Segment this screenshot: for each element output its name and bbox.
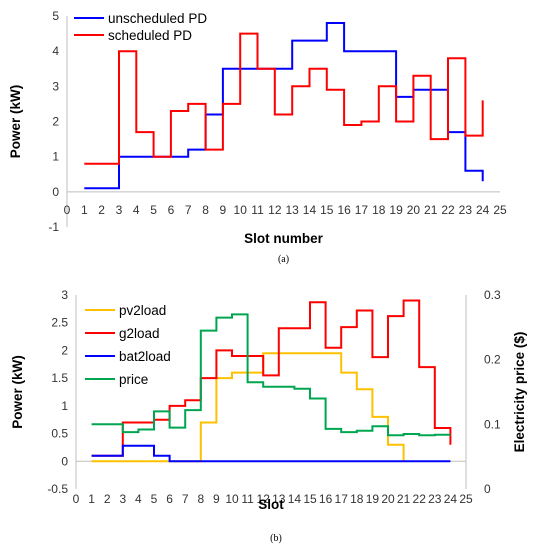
y-tick-label: 2 bbox=[61, 343, 68, 357]
series-line-unscheduled-PD bbox=[84, 22, 484, 190]
x-tick-label: 5 bbox=[151, 492, 158, 506]
x-tick-label: 15 bbox=[320, 203, 334, 217]
x-tick-label: 9 bbox=[213, 492, 220, 506]
x-tick-label: 19 bbox=[389, 203, 403, 217]
x-tick-label: 1 bbox=[81, 203, 88, 217]
legend-label: price bbox=[119, 372, 148, 387]
x-tick-label: 24 bbox=[476, 203, 490, 217]
x-tick-label: 21 bbox=[397, 492, 411, 506]
x-tick-label: 16 bbox=[337, 203, 351, 217]
x-axis-label: Slot number bbox=[244, 231, 323, 246]
series-line-bat2load bbox=[91, 444, 451, 463]
x-tick-label: 25 bbox=[459, 492, 473, 506]
figure-caption: (a) bbox=[278, 254, 289, 265]
x-tick-label: 5 bbox=[150, 203, 157, 217]
legend-label: pv2load bbox=[119, 303, 166, 318]
x-tick-label: 3 bbox=[119, 492, 126, 506]
x-tick-label: 12 bbox=[268, 203, 282, 217]
x-tick-label: 2 bbox=[98, 203, 105, 217]
x-tick-label: 14 bbox=[288, 492, 302, 506]
y2-tick-label: 0 bbox=[484, 482, 491, 496]
y-tick-label: 3 bbox=[52, 79, 59, 93]
x-tick-label: 13 bbox=[285, 203, 299, 217]
y-tick-label: -0.5 bbox=[47, 482, 68, 496]
y-tick-label: 0 bbox=[61, 454, 68, 468]
x-tick-label: 19 bbox=[366, 492, 380, 506]
x-tick-label: 1 bbox=[88, 492, 95, 506]
legend-label: scheduled PD bbox=[108, 28, 192, 43]
x-tick-label: 18 bbox=[350, 492, 364, 506]
y-tick-label: 5 bbox=[52, 9, 59, 23]
x-tick-label: 4 bbox=[135, 492, 142, 506]
x-tick-label: 11 bbox=[241, 492, 254, 506]
y-tick-label: 1 bbox=[61, 399, 68, 413]
x-tick-label: 6 bbox=[166, 492, 173, 506]
x-tick-label: 15 bbox=[303, 492, 317, 506]
y-tick-label: 1 bbox=[52, 150, 59, 164]
x-tick-label: 22 bbox=[441, 203, 455, 217]
y-tick-label: 2.5 bbox=[51, 316, 68, 330]
x-tick-label: 7 bbox=[185, 203, 192, 217]
y-tick-label: 4 bbox=[52, 44, 59, 58]
y2-tick-label: 0.1 bbox=[484, 417, 501, 431]
y-axis-label: Power (kW) bbox=[8, 85, 23, 159]
x-tick-label: 2 bbox=[104, 492, 111, 506]
x-tick-label: 4 bbox=[133, 203, 140, 217]
x-tick-label: 14 bbox=[303, 203, 317, 217]
x-tick-label: 20 bbox=[381, 492, 395, 506]
x-tick-label: 10 bbox=[234, 203, 248, 217]
x-tick-label: 22 bbox=[413, 492, 427, 506]
x-tick-label: 11 bbox=[251, 203, 264, 217]
x-tick-label: 0 bbox=[73, 492, 80, 506]
x-tick-label: 9 bbox=[220, 203, 227, 217]
x-axis-label: Slot bbox=[258, 497, 284, 512]
x-tick-label: 12 bbox=[257, 492, 271, 506]
y-tick-label: -1 bbox=[48, 220, 59, 234]
x-tick-label: 17 bbox=[355, 203, 369, 217]
x-tick-label: 3 bbox=[116, 203, 123, 217]
legend-label: g2load bbox=[119, 326, 160, 341]
y-tick-label: 0.5 bbox=[51, 427, 68, 441]
y-tick-label: 2 bbox=[52, 115, 59, 129]
y2-axis-label: Electricity price ($) bbox=[512, 332, 527, 453]
x-tick-label: 21 bbox=[424, 203, 438, 217]
legend-label: unscheduled PD bbox=[108, 11, 207, 26]
x-tick-label: 13 bbox=[272, 492, 286, 506]
x-tick-label: 20 bbox=[407, 203, 421, 217]
x-tick-label: 7 bbox=[182, 492, 189, 506]
legend-label: bat2load bbox=[119, 349, 171, 364]
x-tick-label: 24 bbox=[444, 492, 458, 506]
x-tick-label: 23 bbox=[459, 203, 473, 217]
y-tick-label: 1.5 bbox=[51, 371, 68, 385]
x-tick-label: 8 bbox=[202, 203, 209, 217]
figure-caption: (b) bbox=[270, 533, 282, 544]
x-tick-label: 10 bbox=[225, 492, 239, 506]
x-tick-label: 25 bbox=[493, 203, 507, 217]
x-tick-label: 18 bbox=[372, 203, 386, 217]
x-tick-label: 0 bbox=[64, 203, 71, 217]
y-tick-label: 3 bbox=[61, 288, 68, 302]
x-tick-label: 23 bbox=[428, 492, 442, 506]
x-tick-label: 6 bbox=[168, 203, 175, 217]
x-tick-label: 17 bbox=[335, 492, 349, 506]
series-line-scheduled-PD bbox=[84, 32, 484, 165]
y2-tick-label: 0.3 bbox=[484, 288, 501, 302]
x-tick-label: 8 bbox=[197, 492, 204, 506]
series-line-price bbox=[91, 313, 451, 437]
x-tick-label: 16 bbox=[319, 492, 333, 506]
y2-tick-label: 0.2 bbox=[484, 353, 501, 367]
y-tick-label: 0 bbox=[52, 185, 59, 199]
y-axis-label: Power (kW) bbox=[10, 355, 25, 429]
